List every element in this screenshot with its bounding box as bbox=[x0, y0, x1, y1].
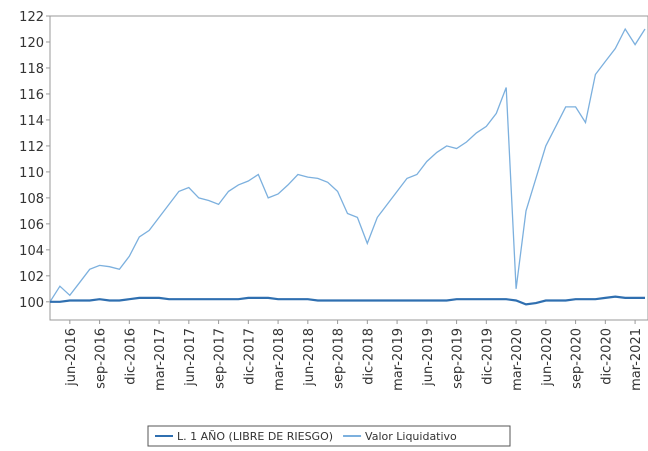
x-tick-label: jun-2019 bbox=[421, 328, 436, 387]
x-tick-label: mar-2020 bbox=[510, 328, 525, 391]
y-tick-label: 116 bbox=[19, 88, 44, 103]
x-tick-label: dic-2020 bbox=[599, 328, 614, 385]
x-tick-label: jun-2016 bbox=[64, 328, 79, 387]
x-tick-label: dic-2017 bbox=[242, 328, 257, 385]
y-tick-label: 104 bbox=[19, 244, 44, 259]
y-tick-label: 108 bbox=[19, 192, 44, 207]
legend bbox=[147, 425, 511, 447]
y-tick-label: 112 bbox=[19, 140, 44, 155]
x-tick-label: sep-2019 bbox=[451, 328, 466, 389]
y-tick-label: 100 bbox=[19, 296, 44, 311]
legend-label: Valor Liquidativo bbox=[365, 430, 457, 443]
x-tick-label: sep-2017 bbox=[213, 328, 228, 389]
x-tick-label: mar-2018 bbox=[272, 328, 287, 391]
x-tick-label: mar-2017 bbox=[153, 328, 168, 391]
plot-frame bbox=[49, 15, 648, 321]
x-tick-label: dic-2016 bbox=[123, 328, 138, 385]
x-tick-label: sep-2018 bbox=[332, 328, 347, 389]
x-tick-label: mar-2021 bbox=[629, 328, 644, 391]
y-tick-label: 110 bbox=[19, 166, 44, 181]
x-tick-label: mar-2019 bbox=[391, 328, 406, 391]
x-tick-label: jun-2018 bbox=[302, 328, 317, 387]
x-tick-label: sep-2020 bbox=[570, 328, 585, 389]
x-tick-label: dic-2019 bbox=[480, 328, 495, 385]
x-tick-label: jun-2020 bbox=[540, 328, 555, 387]
series-line bbox=[49, 27, 646, 303]
y-tick-label: 120 bbox=[19, 36, 44, 51]
y-tick-label: 114 bbox=[19, 114, 44, 129]
x-tick-label: sep-2016 bbox=[94, 328, 109, 389]
y-tick-label: 106 bbox=[19, 218, 44, 233]
legend-label: L. 1 AÑO (LIBRE DE RIESGO) bbox=[177, 430, 333, 443]
y-tick-label: 102 bbox=[19, 270, 44, 285]
x-tick-label: dic-2018 bbox=[361, 328, 376, 385]
y-tick-label: 118 bbox=[19, 62, 44, 77]
series-line bbox=[50, 295, 645, 306]
y-tick-label: 122 bbox=[19, 10, 44, 25]
x-tick-label: jun-2017 bbox=[183, 328, 198, 387]
